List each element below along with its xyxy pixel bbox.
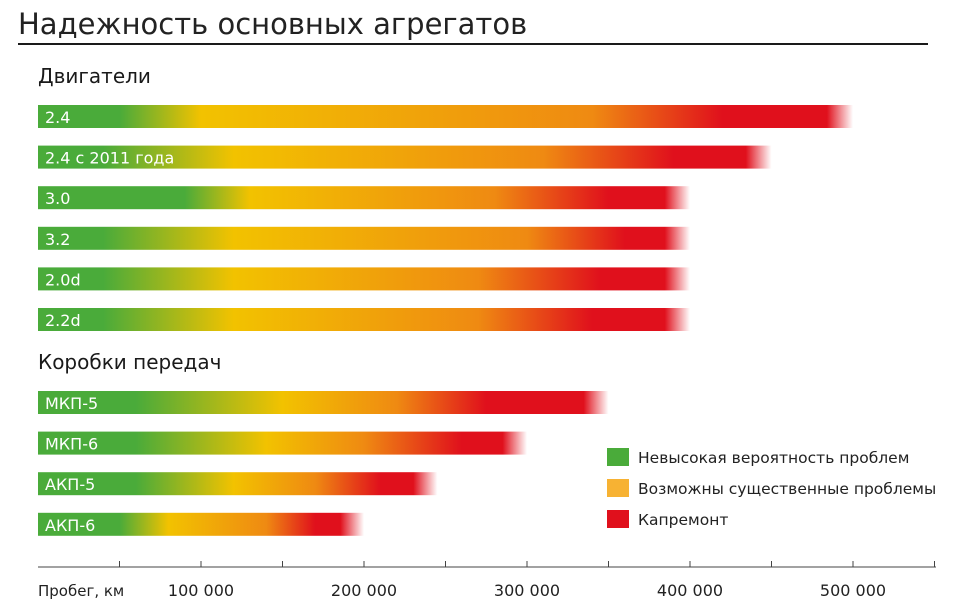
- legend-label: Невысокая вероятность проблем: [638, 449, 909, 467]
- x-tick-label: 500 000: [820, 581, 886, 600]
- legend-swatch: [607, 448, 629, 466]
- bar-row: МКП-5: [38, 391, 609, 414]
- bar: [38, 308, 690, 331]
- bar: [38, 186, 690, 210]
- bar-group: Двигатели 2.4 2.4 с 2011 года 3.0 3.2 2.0d 2.2…: [38, 64, 853, 331]
- group-heading: Двигатели: [38, 64, 151, 88]
- bar: [38, 431, 527, 455]
- bar-label: 2.4 с 2011 года: [45, 149, 174, 168]
- bar-label: 2.4: [45, 108, 70, 127]
- legend-item: Капремонт: [607, 510, 728, 529]
- bar-row: АКП-5: [38, 472, 438, 496]
- bar-row: 3.0: [38, 186, 690, 210]
- legend-item: Невысокая вероятность проблем: [607, 448, 909, 467]
- bar: [38, 512, 364, 536]
- bar-row: 2.2d: [38, 308, 690, 331]
- bar-row: 2.4: [38, 105, 853, 128]
- x-tick-label: 200 000: [331, 581, 397, 600]
- bar-label: 3.2: [45, 230, 70, 249]
- bar-row: 2.4 с 2011 года: [38, 145, 772, 169]
- bar: [38, 105, 853, 128]
- group-heading: Коробки передач: [38, 350, 221, 374]
- x-tick-label: 400 000: [657, 581, 723, 600]
- bar-row: АКП-6: [38, 512, 364, 536]
- legend-swatch: [607, 510, 629, 528]
- bar: [38, 267, 690, 291]
- bar-label: 2.0d: [45, 270, 81, 289]
- bar-label: АКП-5: [45, 475, 95, 494]
- legend-swatch: [607, 479, 629, 497]
- x-axis: Пробег, км 100 000 200 000 300 000 400 000 5…: [38, 561, 936, 600]
- bar-label: МКП-5: [45, 394, 98, 413]
- bar-label: 3.0: [45, 189, 70, 208]
- x-axis-label: Пробег, км: [38, 582, 124, 600]
- legend-label: Капремонт: [638, 511, 728, 529]
- bar-label: МКП-6: [45, 435, 98, 454]
- x-tick-label: 100 000: [168, 581, 234, 600]
- bar: [38, 472, 438, 496]
- bar-group: Коробки передач МКП-5 МКП-6 АКП-5 АКП-6: [38, 350, 609, 536]
- bar: [38, 391, 609, 414]
- bar: [38, 226, 690, 250]
- legend-label: Возможны существенные проблемы: [638, 480, 936, 498]
- bar-row: МКП-6: [38, 431, 527, 455]
- chart-title: Надежность основных агрегатов: [18, 7, 527, 41]
- bar: [38, 145, 772, 169]
- bar-row: 3.2: [38, 226, 690, 250]
- legend: Невысокая вероятность проблем Возможны су…: [607, 448, 936, 529]
- x-tick-label: 300 000: [494, 581, 560, 600]
- bar-label: АКП-6: [45, 516, 95, 535]
- bar-label: 2.2d: [45, 311, 81, 330]
- legend-item: Возможны существенные проблемы: [607, 479, 936, 498]
- bar-row: 2.0d: [38, 267, 690, 291]
